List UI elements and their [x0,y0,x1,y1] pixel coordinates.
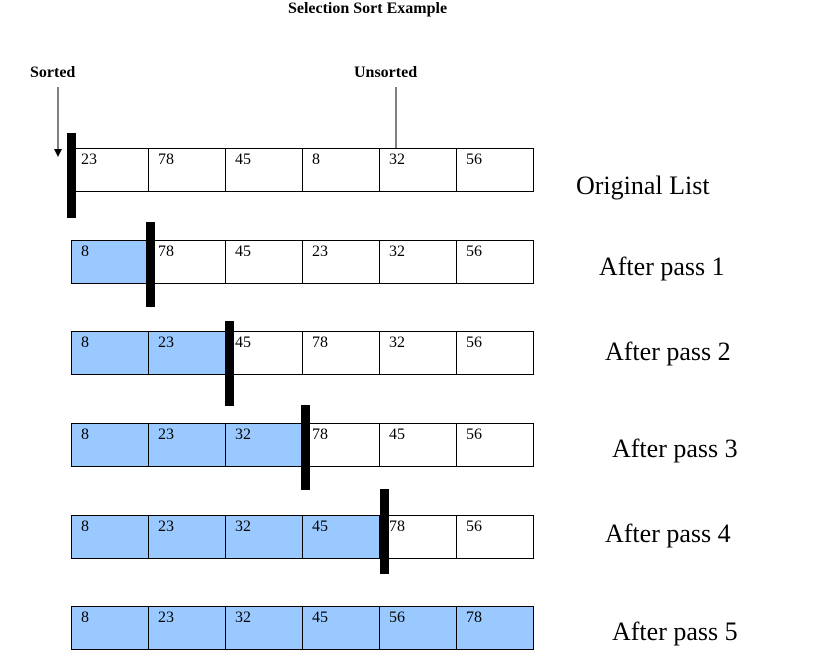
row-caption: After pass 2 [605,337,731,367]
array-cell: 8 [302,148,380,192]
array-cell: 32 [379,240,457,284]
array-cell: 56 [456,331,534,375]
sorted-arrow-icon [54,87,62,157]
array-row-original: 23 78 45 8 32 56 [71,148,534,192]
array-cell: 78 [148,148,226,192]
array-cell: 45 [379,423,457,467]
array-cell: 32 [379,331,457,375]
array-cell: 23 [148,515,226,559]
unsorted-arrow-icon [392,87,400,157]
sort-boundary-marker [146,222,155,307]
array-cell: 56 [456,148,534,192]
array-row-pass-2: 8 23 45 78 32 56 [71,331,534,375]
array-cell: 32 [225,606,303,650]
array-cell: 45 [225,148,303,192]
array-cell: 56 [456,240,534,284]
array-cell: 78 [379,515,457,559]
row-caption: After pass 1 [599,252,725,282]
array-cell: 45 [302,606,380,650]
array-cell: 23 [148,423,226,467]
array-cell: 8 [71,515,149,559]
array-cell: 32 [225,423,303,467]
array-row-pass-1: 8 78 45 23 32 56 [71,240,534,284]
row-caption: Original List [576,171,710,201]
array-cell: 56 [379,606,457,650]
array-cell: 56 [456,515,534,559]
array-cell: 23 [71,148,149,192]
array-cell: 78 [302,423,380,467]
array-cell: 45 [225,240,303,284]
array-cell: 78 [148,240,226,284]
array-cell: 45 [302,515,380,559]
array-row-pass-5: 8 23 32 45 56 78 [71,606,534,650]
array-cell: 32 [379,148,457,192]
array-cell: 8 [71,331,149,375]
array-cell: 56 [456,423,534,467]
array-row-pass-4: 8 23 32 45 78 56 [71,515,534,559]
array-cell: 78 [456,606,534,650]
array-cell: 78 [302,331,380,375]
array-cell: 32 [225,515,303,559]
array-cell: 8 [71,240,149,284]
sort-boundary-marker [225,321,234,406]
array-cell: 23 [302,240,380,284]
array-cell: 23 [148,331,226,375]
array-cell: 8 [71,606,149,650]
row-caption: After pass 5 [612,617,738,647]
sort-boundary-marker [67,133,76,218]
sort-boundary-marker [301,405,310,490]
array-cell: 23 [148,606,226,650]
row-caption: After pass 3 [612,434,738,464]
row-caption: After pass 4 [605,519,731,549]
sort-boundary-marker [380,489,389,574]
array-cell: 45 [225,331,303,375]
array-cell: 8 [71,423,149,467]
